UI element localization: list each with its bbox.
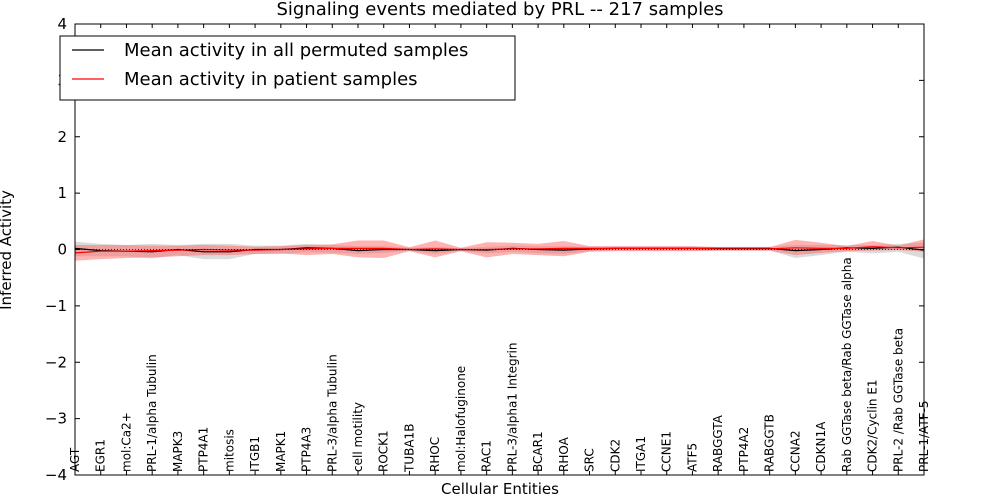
confidence-bands bbox=[75, 239, 924, 261]
x-tick-label: MAPK3 bbox=[171, 431, 185, 472]
x-tick-label: CCNE1 bbox=[660, 431, 674, 472]
x-tick-label: RHOA bbox=[557, 436, 571, 472]
x-tick-label: Rab GGTase beta/Rab GGTase alpha bbox=[840, 257, 854, 472]
x-tick-label: ROCK1 bbox=[377, 430, 391, 472]
legend-box bbox=[59, 35, 516, 101]
x-tick-label: RABGGTA bbox=[711, 414, 725, 472]
y-axis-label: Inferred Activity bbox=[0, 190, 15, 310]
x-tick-label: PRL-2 /Rab GGTase beta bbox=[891, 328, 905, 472]
y-tick-label: 0 bbox=[57, 241, 67, 259]
x-tick-label: mitosis bbox=[222, 429, 236, 472]
y-tick-label: 2 bbox=[57, 128, 67, 146]
x-tick-label: AGT bbox=[68, 447, 82, 472]
x-tick-label: PTP4A3 bbox=[300, 427, 314, 472]
x-tick-label: PRL-3/alpha Tubulin bbox=[325, 354, 339, 472]
x-tick-label: RHOC bbox=[428, 437, 442, 472]
x-tick-label: mol:Halofuginone bbox=[454, 366, 468, 472]
legend-label-series-2: Mean activity in patient samples bbox=[124, 69, 418, 90]
x-tick-label: CDK2/Cyclin E1 bbox=[866, 379, 880, 472]
x-tick-label: ATF5 bbox=[686, 443, 700, 472]
x-tick-label: MAPK1 bbox=[274, 431, 288, 472]
x-tick-label: ITGB1 bbox=[248, 436, 262, 472]
x-tick-label: RAC1 bbox=[480, 440, 494, 472]
y-tick-label: −2 bbox=[45, 353, 67, 371]
band-series-2 bbox=[75, 239, 924, 261]
x-tick-label: PRL-3/alpha1 Integrin bbox=[505, 343, 519, 473]
x-tick-label: CCNA2 bbox=[788, 430, 802, 472]
x-tick-label: PRL-1/ATF-5 bbox=[917, 400, 931, 472]
x-tick-label: EGR1 bbox=[94, 439, 108, 472]
x-tick-label: mol:Ca2+ bbox=[120, 412, 134, 472]
x-tick-label: SRC bbox=[583, 448, 597, 472]
x-axis-label: Cellular Entities bbox=[441, 480, 559, 498]
x-tick-label: PTP4A2 bbox=[737, 427, 751, 472]
legend-label-series-1: Mean activity in all permuted samples bbox=[124, 40, 468, 61]
legend: Mean activity in all permuted samples Mea… bbox=[59, 35, 516, 101]
x-tick-label: CDK2 bbox=[608, 439, 622, 472]
x-tick-label: BCAR1 bbox=[531, 431, 545, 472]
y-tick-label: 1 bbox=[57, 184, 67, 202]
x-tick-label: PTP4A1 bbox=[197, 427, 211, 472]
x-tick-label: ITGA1 bbox=[634, 436, 648, 472]
x-tick-label: TUBA1B bbox=[403, 424, 417, 473]
x-tick-label: cell motility bbox=[351, 402, 365, 472]
x-tick-labels: AGT EGR1 mol:Ca2+ PRL-1/alpha Tubulin MAPK3 P… bbox=[68, 257, 931, 473]
chart-title: Signaling events mediated by PRL -- 217 … bbox=[276, 0, 723, 20]
x-tick-label: RABGGTB bbox=[763, 414, 777, 472]
y-tick-label: 4 bbox=[57, 15, 67, 33]
y-tick-label: −3 bbox=[45, 410, 67, 428]
x-tick-label: PRL-1/alpha Tubulin bbox=[145, 354, 159, 472]
y-tick-label: −1 bbox=[45, 297, 67, 315]
x-tick-label: CDKN1A bbox=[814, 421, 828, 472]
y-tick-label: −4 bbox=[45, 466, 67, 484]
axes: −4−3−2−101234 bbox=[45, 15, 925, 484]
